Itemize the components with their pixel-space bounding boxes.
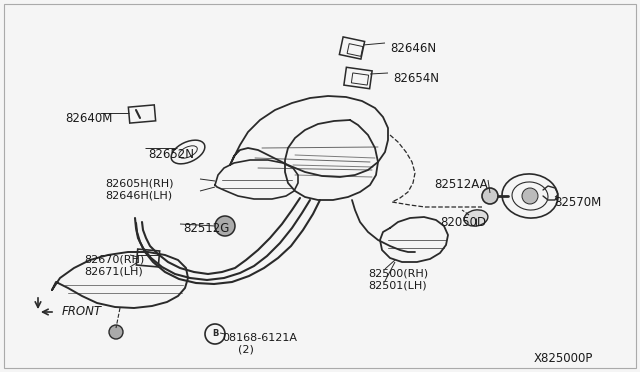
Bar <box>347 44 363 56</box>
Text: 82654N: 82654N <box>393 72 439 85</box>
Text: 82500(RH): 82500(RH) <box>368 268 428 278</box>
Text: 82570M: 82570M <box>554 196 601 209</box>
Text: X825000P: X825000P <box>534 352 593 365</box>
Ellipse shape <box>482 188 498 204</box>
Text: 82512G: 82512G <box>183 222 229 235</box>
Text: 82652N: 82652N <box>148 148 194 161</box>
Text: B: B <box>212 330 218 339</box>
Text: 82605H(RH): 82605H(RH) <box>105 178 173 188</box>
Bar <box>129 105 156 123</box>
Text: FRONT: FRONT <box>62 305 102 318</box>
Text: (2): (2) <box>238 345 254 355</box>
Text: 82640M: 82640M <box>65 112 113 125</box>
Text: 08168-6121A: 08168-6121A <box>222 333 297 343</box>
Text: 82512AA: 82512AA <box>434 178 488 191</box>
Ellipse shape <box>522 188 538 204</box>
Text: 82050D: 82050D <box>440 216 486 229</box>
Text: 82670(RH): 82670(RH) <box>84 254 144 264</box>
Bar <box>351 73 369 85</box>
Bar <box>344 67 372 89</box>
Bar <box>136 249 159 267</box>
Ellipse shape <box>109 325 123 339</box>
Text: 82646H(LH): 82646H(LH) <box>105 190 172 200</box>
Text: 82671(LH): 82671(LH) <box>84 266 143 276</box>
Text: 82501(LH): 82501(LH) <box>368 280 427 290</box>
Text: 82646N: 82646N <box>390 42 436 55</box>
Ellipse shape <box>464 210 488 226</box>
Ellipse shape <box>215 216 235 236</box>
Bar <box>339 37 365 59</box>
